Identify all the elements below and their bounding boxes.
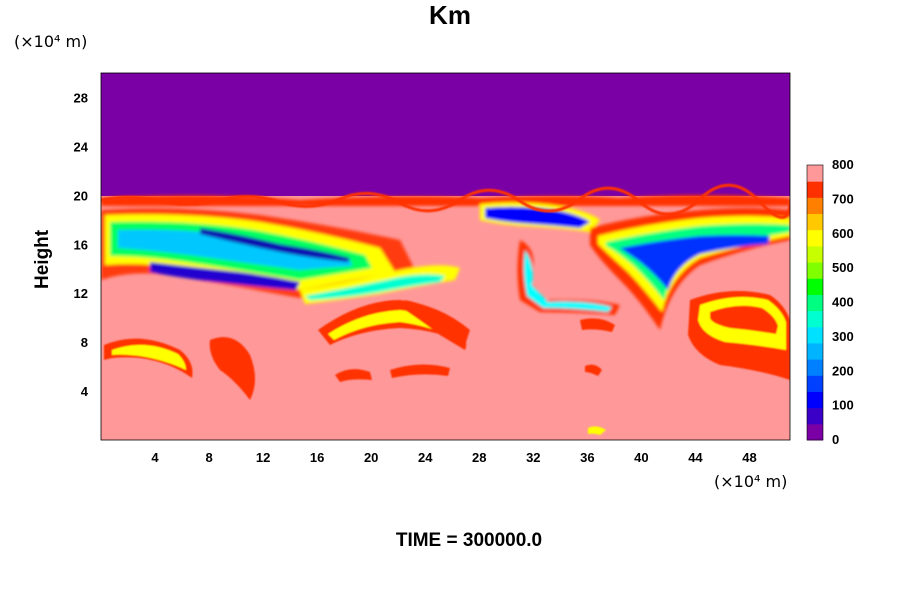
turbulence-band xyxy=(101,195,790,330)
colorbar xyxy=(806,164,824,441)
red-patches xyxy=(104,291,790,435)
x-tick-label: 40 xyxy=(634,450,648,465)
colorbar-swatch xyxy=(807,294,823,312)
y-ticks: 4 8 12 16 20 24 28 xyxy=(74,90,89,399)
colorbar-swatch xyxy=(807,326,823,344)
x-tick-label: 24 xyxy=(418,450,433,465)
x-tick-label: 28 xyxy=(472,450,486,465)
colorbar-tick-label: 0 xyxy=(832,432,839,447)
colorbar-swatch xyxy=(807,262,823,279)
colorbar-tick-label: 800 xyxy=(832,157,854,172)
colorbar-swatch xyxy=(807,197,823,215)
x-tick-label: 48 xyxy=(742,450,756,465)
colorbar-swatch xyxy=(807,375,823,392)
colorbar-swatch xyxy=(807,181,823,198)
colorbar-swatch xyxy=(807,310,823,328)
colorbar-tick-label: 600 xyxy=(832,226,854,241)
x-tick-label: 12 xyxy=(256,450,270,465)
colorbar-swatch xyxy=(807,407,823,425)
colorbar-tick-label: 400 xyxy=(832,295,854,310)
y-tick-label: 8 xyxy=(81,335,88,350)
y-tick-label: 4 xyxy=(81,384,89,399)
colorbar-swatch xyxy=(807,391,823,409)
colorbar-swatch xyxy=(807,213,823,231)
y-tick-label: 16 xyxy=(74,237,88,252)
colorbar-tick-label: 500 xyxy=(832,260,854,275)
chart-title: Km xyxy=(429,0,471,30)
y-tick-label: 28 xyxy=(74,90,88,105)
colorbar-tick-label: 700 xyxy=(832,191,854,206)
colorbar-swatch xyxy=(807,423,823,441)
colorbar-ticks: 0 100 200 300 400 500 600 700 800 xyxy=(832,157,854,447)
x-tick-label: 36 xyxy=(580,450,594,465)
x-tick-label: 8 xyxy=(205,450,212,465)
x-ticks: 4 8 12 16 20 24 28 32 36 40 44 48 xyxy=(151,450,756,465)
x-tick-label: 20 xyxy=(364,450,378,465)
colorbar-tick-label: 300 xyxy=(832,329,854,344)
y-tick-label: 20 xyxy=(74,188,88,203)
x-tick-label: 16 xyxy=(310,450,324,465)
field-area xyxy=(101,73,790,440)
wave-ridges xyxy=(101,183,790,219)
colorbar-swatch xyxy=(807,342,823,360)
y-axis-unit: (×10⁴ m) xyxy=(14,32,88,51)
x-axis-unit: (×10⁴ m) xyxy=(714,472,788,491)
y-tick-label: 24 xyxy=(74,139,89,154)
colorbar-swatch xyxy=(807,245,823,263)
plot-frame xyxy=(100,72,791,441)
colorbar-frame xyxy=(806,164,824,441)
time-label: TIME = 300000.0 xyxy=(395,530,543,551)
y-tick-label: 12 xyxy=(74,286,88,301)
colorbar-swatch xyxy=(807,359,823,376)
x-tick-label: 32 xyxy=(526,450,540,465)
upper-layer-region xyxy=(101,73,790,198)
colorbar-tick-label: 200 xyxy=(832,363,854,378)
x-tick-label: 44 xyxy=(688,450,703,465)
colorbar-tick-label: 100 xyxy=(832,398,854,413)
colorbar-swatch xyxy=(807,165,823,182)
x-tick-label: 4 xyxy=(151,450,159,465)
colorbar-swatch xyxy=(807,229,823,247)
colorbar-swatch xyxy=(807,278,823,295)
